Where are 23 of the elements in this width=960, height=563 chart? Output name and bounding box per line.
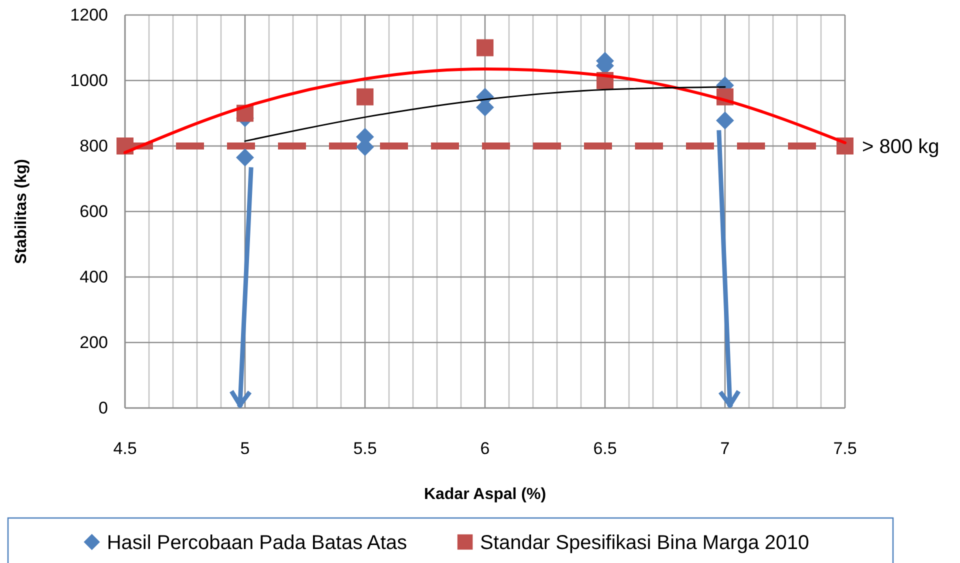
- point: [236, 148, 254, 166]
- x-tick-label: 6.5: [593, 439, 617, 458]
- point: [356, 88, 374, 106]
- x-tick-label: 4.5: [113, 439, 137, 458]
- legend-label: Standar Spesifikasi Bina Marga 2010: [480, 532, 810, 554]
- x-axis-title: Kadar Aspal (%): [424, 486, 546, 503]
- x-tick-label: 5.5: [353, 439, 377, 458]
- y-tick-label: 200: [80, 332, 108, 352]
- point: [476, 39, 494, 56]
- y-axis-title: Stabilitas (kg): [13, 159, 30, 264]
- y-tick-label: 0: [98, 398, 108, 418]
- y-tick-label: 400: [80, 267, 108, 286]
- y-tick-label: 600: [80, 202, 108, 221]
- x-tick-label: 6: [480, 439, 490, 458]
- y-tick-label: 1200: [70, 5, 108, 24]
- x-tick-label: 7: [720, 439, 730, 458]
- legend-label: Hasil Percobaan Pada Batas Atas: [106, 532, 408, 554]
- point: [716, 111, 734, 130]
- x-tick-label: 7.5: [833, 439, 857, 458]
- y-tick-label: 1000: [70, 70, 108, 90]
- x-tick-label: 5: [240, 439, 250, 458]
- ref-line-label: > 800 kg: [862, 136, 940, 158]
- y-tick-label: 800: [80, 136, 108, 156]
